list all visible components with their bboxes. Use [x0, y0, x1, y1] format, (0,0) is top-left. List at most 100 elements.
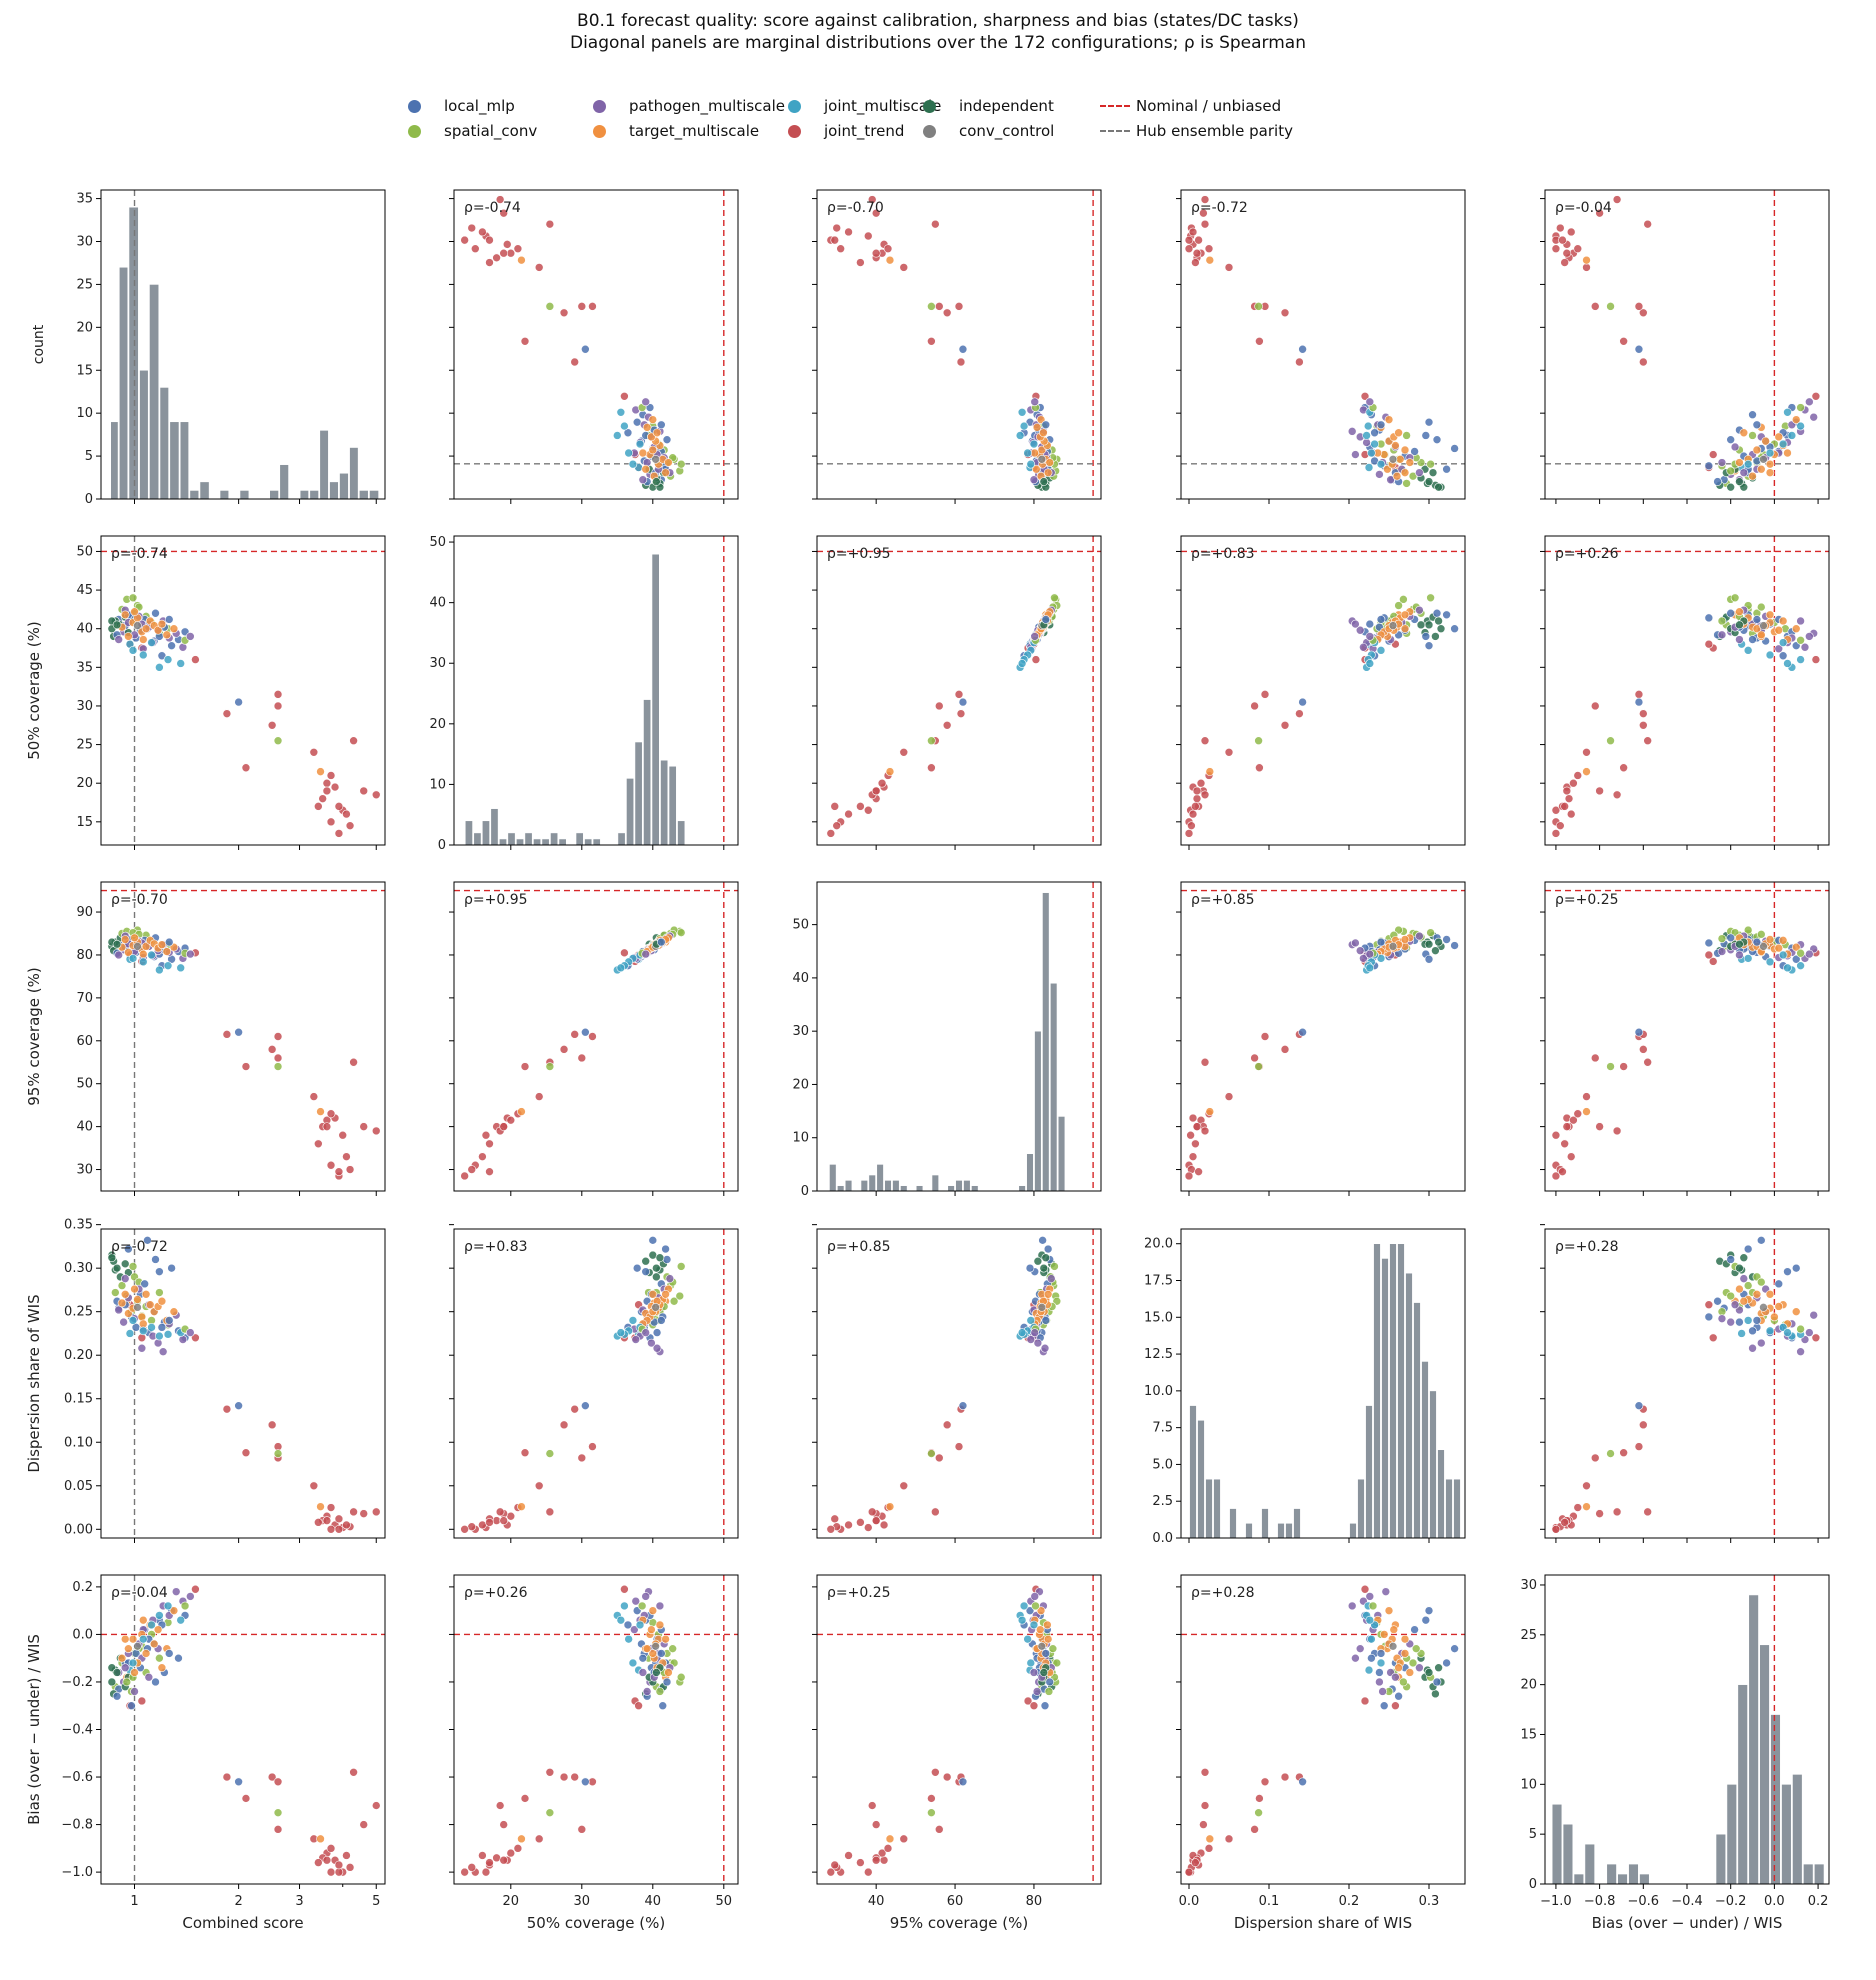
data-point-target-multiscale — [128, 1634, 138, 1644]
data-point-joint-trend — [863, 231, 873, 241]
data-point-joint-multiscale — [138, 650, 148, 660]
data-point-joint-multiscale — [1364, 1665, 1374, 1675]
data-point-local-mlp — [581, 1401, 590, 1410]
histogram-bar — [844, 1180, 853, 1191]
y-tick-label: 0.05 — [64, 1479, 93, 1494]
data-point-joint-trend — [931, 1507, 940, 1517]
data-point-joint-trend — [322, 1855, 332, 1865]
data-point-spatial-conv — [1606, 1449, 1615, 1458]
data-point-joint-multiscale — [1765, 957, 1775, 967]
data-point-spatial-conv — [1394, 601, 1403, 610]
data-point-pathogen-multiscale — [1805, 397, 1814, 407]
data-point-joint-trend — [956, 357, 966, 367]
data-point-pathogen-multiscale — [186, 949, 195, 959]
data-point-spatial-conv — [1048, 1644, 1058, 1653]
data-point-joint-trend — [954, 690, 964, 699]
y-tick-label: 15 — [76, 363, 93, 378]
data-point-spatial-conv — [545, 1449, 555, 1458]
data-point-joint-multiscale — [138, 1326, 148, 1336]
data-point-joint-trend — [863, 1523, 873, 1532]
data-point-joint-trend — [1566, 809, 1576, 819]
data-point-joint-trend — [1250, 701, 1259, 711]
data-point-target-multiscale — [1405, 458, 1415, 467]
data-point-conv-control — [133, 942, 142, 951]
histogram-bar — [339, 472, 349, 499]
data-point-target-multiscale — [1765, 1289, 1775, 1299]
data-point-joint-trend — [1708, 450, 1718, 459]
data-point-joint-trend — [314, 1858, 323, 1867]
data-point-joint-trend — [314, 802, 323, 811]
y-tick-label: 45 — [76, 583, 93, 598]
data-point-local-mlp — [1726, 1255, 1735, 1264]
data-point-joint-trend — [1255, 763, 1264, 773]
data-point-local-mlp — [1713, 477, 1722, 486]
data-point-joint-trend — [1595, 786, 1604, 796]
histogram-bar — [1413, 1302, 1421, 1538]
data-point-joint-trend — [1188, 1113, 1198, 1123]
data-point-pathogen-multiscale — [1756, 1338, 1766, 1348]
data-point-local-mlp — [1752, 420, 1762, 430]
data-point-joint-trend — [1590, 1453, 1600, 1463]
y-tick-label: 20 — [76, 776, 93, 791]
panel-frame — [816, 1574, 1102, 1885]
data-point-spatial-conv — [1399, 595, 1408, 604]
data-point-target-multiscale — [1405, 1668, 1415, 1677]
figure-title: B0.1 forecast quality: score against cal… — [0, 10, 1876, 54]
y-tick-label: 0.10 — [64, 1435, 93, 1450]
data-point-joint-trend — [545, 1507, 555, 1517]
data-point-joint-trend — [326, 1109, 336, 1119]
histogram-bar — [1349, 1522, 1357, 1538]
data-point-joint-trend — [1184, 244, 1194, 254]
histogram-bar — [1437, 1449, 1445, 1538]
data-point-pathogen-multiscale — [1033, 1338, 1043, 1348]
histogram-bar — [900, 1185, 908, 1191]
data-point-joint-trend — [1191, 1139, 1200, 1149]
data-point-joint-trend — [1260, 1777, 1270, 1787]
histogram-bar — [319, 430, 329, 499]
data-point-spatial-conv — [676, 1262, 686, 1271]
y-tick-label: 30 — [1520, 1578, 1537, 1593]
data-point-local-mlp — [1442, 610, 1451, 620]
data-point-target-multiscale — [138, 635, 148, 644]
histogram-bar — [1365, 1405, 1373, 1538]
data-point-joint-trend — [499, 1516, 509, 1525]
data-point-target-multiscale — [1205, 255, 1215, 265]
data-point-pathogen-multiscale — [652, 1343, 662, 1353]
data-point-pathogen-multiscale — [1040, 1343, 1050, 1353]
data-point-joint-trend — [871, 1516, 881, 1525]
data-point-pathogen-multiscale — [1415, 468, 1424, 477]
x-axis-label: Combined score — [182, 1914, 303, 1932]
data-point-joint-trend — [844, 1851, 853, 1860]
data-point-joint-multiscale — [1365, 963, 1375, 973]
data-point-joint-trend — [326, 771, 336, 780]
legend: local_mlp spatial_conv pathogen_multiscale… — [408, 96, 1508, 148]
data-point-target-multiscale — [141, 1289, 151, 1299]
data-point-spatial-conv — [128, 1262, 138, 1271]
scatter-panel-cov95-disp: ρ=+0.85 — [1176, 881, 1466, 1196]
data-point-target-multiscale — [1739, 428, 1749, 438]
data-point-joint-trend — [856, 1518, 865, 1527]
spearman-rho-label: ρ=+0.25 — [827, 1585, 891, 1601]
data-point-joint-trend — [1191, 1858, 1200, 1867]
data-point-joint-trend — [1200, 736, 1210, 746]
data-point-joint-trend — [1224, 1092, 1234, 1101]
data-point-target-multiscale — [1735, 607, 1744, 617]
data-point-target-multiscale — [1036, 1606, 1046, 1615]
spearman-rho-label: ρ=+0.28 — [1191, 1585, 1255, 1601]
data-point-local-mlp — [581, 1777, 590, 1787]
data-point-spatial-conv — [669, 1296, 679, 1306]
data-point-pathogen-multiscale — [1415, 1663, 1424, 1672]
histogram-bar — [369, 490, 379, 499]
data-point-joint-multiscale — [635, 439, 645, 449]
histogram-bar — [1389, 1243, 1397, 1538]
y-tick-label: 5.0 — [1152, 1457, 1173, 1472]
data-point-joint-trend — [1360, 391, 1370, 401]
data-point-local-mlp — [1726, 933, 1735, 943]
y-axis-label: 50% coverage (%) — [25, 621, 43, 759]
histogram-bar — [533, 838, 542, 845]
data-point-joint-trend — [485, 1139, 494, 1149]
data-point-local-mlp — [1735, 1317, 1744, 1327]
data-point-joint-trend — [326, 1524, 336, 1534]
data-point-target-multiscale — [1032, 464, 1041, 474]
data-point-pathogen-multiscale — [641, 949, 651, 959]
